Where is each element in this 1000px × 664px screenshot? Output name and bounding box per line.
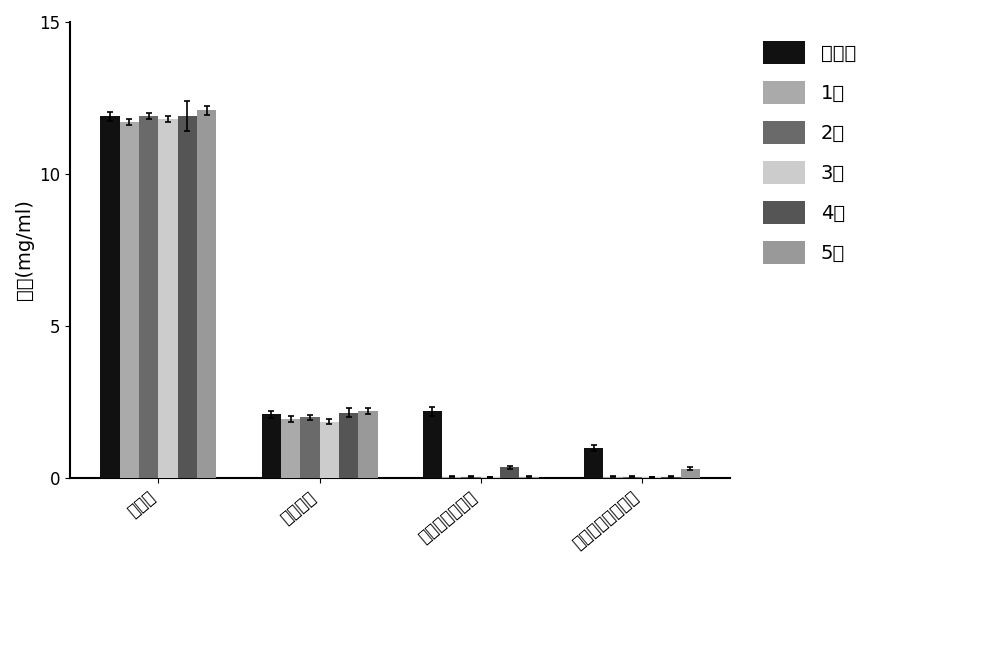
Legend: 倾倒前, 1次, 2次, 3次, 4次, 5次: 倾倒前, 1次, 2次, 3次, 4次, 5次 — [753, 32, 866, 274]
Bar — [262, 414, 281, 478]
Bar — [519, 477, 539, 478]
Bar — [442, 477, 461, 478]
Bar — [178, 116, 197, 478]
Bar — [461, 477, 481, 478]
Bar — [300, 417, 320, 478]
Bar — [642, 477, 661, 478]
Bar — [500, 467, 519, 478]
Bar — [120, 122, 139, 478]
Bar — [623, 477, 642, 478]
Bar — [158, 120, 178, 478]
Bar — [603, 477, 623, 478]
Bar — [197, 110, 216, 478]
Bar — [423, 411, 442, 478]
Bar — [100, 116, 120, 478]
Bar — [681, 469, 700, 478]
Y-axis label: 浓度(mg/ml): 浓度(mg/ml) — [15, 200, 34, 301]
Bar — [339, 413, 358, 478]
Bar — [661, 477, 681, 478]
Bar — [481, 477, 500, 478]
Bar — [584, 448, 603, 478]
Bar — [358, 411, 378, 478]
Bar — [281, 419, 300, 478]
Bar — [320, 422, 339, 478]
Bar — [139, 116, 158, 478]
